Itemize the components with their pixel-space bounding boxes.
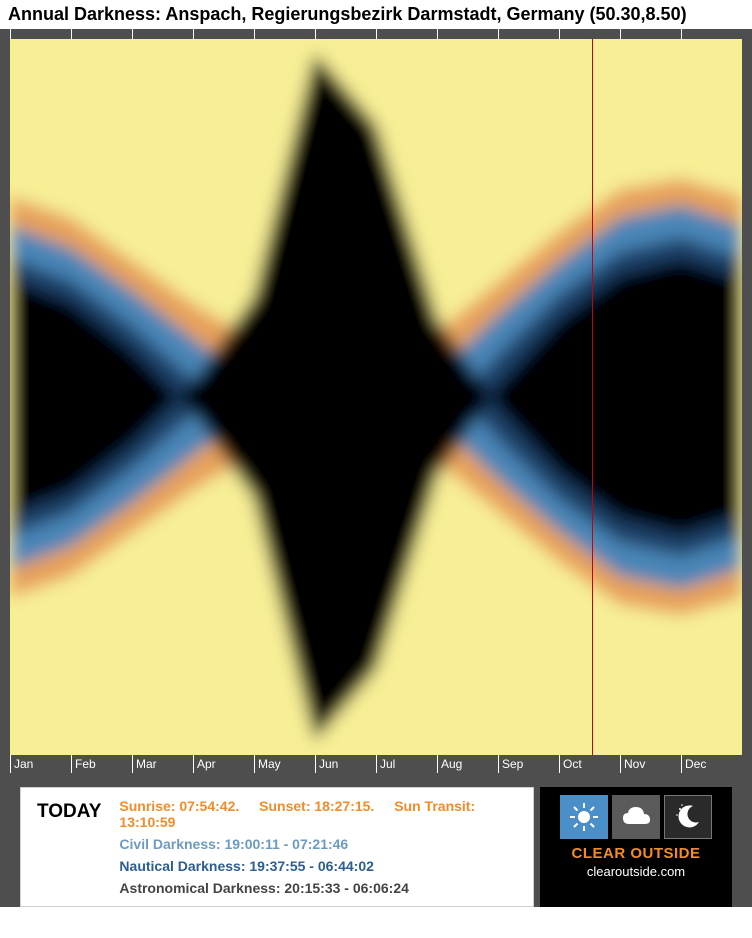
tick: [559, 29, 620, 39]
brand-icons: [560, 795, 712, 839]
month-label: Nov: [620, 755, 681, 773]
astronomical-row: Astronomical Darkness: 20:15:33 - 06:06:…: [119, 880, 517, 896]
brand-panel[interactable]: CLEAR OUTSIDE clearoutside.com: [540, 787, 732, 907]
sun-icon: [560, 795, 608, 839]
month-label: Mar: [132, 755, 193, 773]
sunrise-text: Sunrise: 07:54:42.: [119, 798, 239, 814]
month-label: Jun: [315, 755, 376, 773]
chart-wrap: JanFebMarAprMayJunJulAugSepOctNovDec: [0, 29, 752, 773]
today-panel: TODAY Sunrise: 07:54:42. Sunset: 18:27:1…: [20, 787, 534, 907]
sunset-text: Sunset: 18:27:15.: [259, 798, 374, 814]
nautical-row: Nautical Darkness: 19:37:55 - 06:44:02: [119, 858, 517, 874]
month-label: Feb: [71, 755, 132, 773]
tick: [193, 29, 254, 39]
month-label: Oct: [559, 755, 620, 773]
page-container: Annual Darkness: Anspach, Regierungsbezi…: [0, 0, 752, 907]
tick: [71, 29, 132, 39]
tick: [315, 29, 376, 39]
page-title: Annual Darkness: Anspach, Regierungsbezi…: [0, 0, 752, 29]
tick: [620, 29, 681, 39]
brand-url: clearoutside.com: [587, 864, 685, 879]
today-label: TODAY: [37, 798, 101, 823]
civil-row: Civil Darkness: 19:00:11 - 07:21:46: [119, 836, 517, 852]
tick: [437, 29, 498, 39]
footer: TODAY Sunrise: 07:54:42. Sunset: 18:27:1…: [20, 787, 732, 907]
tick: [498, 29, 559, 39]
month-label: Sep: [498, 755, 559, 773]
month-label: Jul: [376, 755, 437, 773]
month-label: Apr: [193, 755, 254, 773]
month-label: Dec: [681, 755, 742, 773]
tick: [254, 29, 315, 39]
sun-row: Sunrise: 07:54:42. Sunset: 18:27:15. Sun…: [119, 798, 517, 830]
annual-darkness-chart: [10, 39, 742, 755]
tick: [10, 29, 71, 39]
top-ticks: [0, 29, 752, 39]
month-label: May: [254, 755, 315, 773]
tick: [376, 29, 437, 39]
month-label: Aug: [437, 755, 498, 773]
cloud-icon: [612, 795, 660, 839]
moon-icon: [664, 795, 712, 839]
tick: [132, 29, 193, 39]
today-marker: [592, 39, 593, 755]
month-label: Jan: [10, 755, 71, 773]
brand-name: CLEAR OUTSIDE: [571, 845, 700, 862]
tick: [681, 29, 742, 39]
today-data: Sunrise: 07:54:42. Sunset: 18:27:15. Sun…: [119, 798, 517, 896]
month-labels: JanFebMarAprMayJunJulAugSepOctNovDec: [0, 755, 752, 773]
